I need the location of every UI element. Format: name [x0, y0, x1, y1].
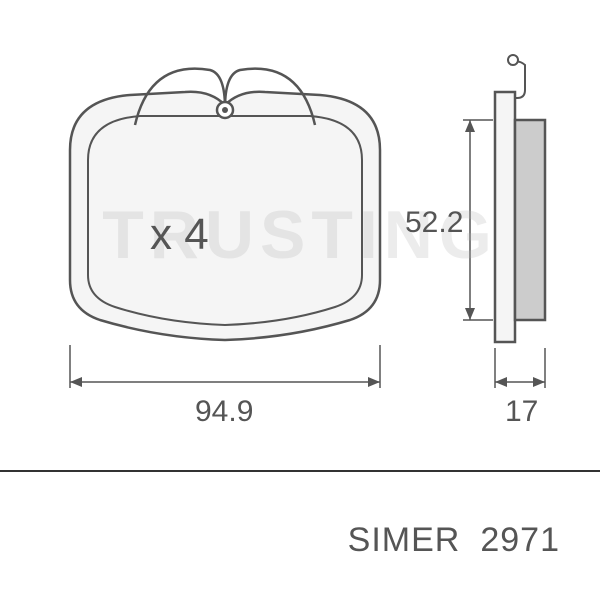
- part-number: 2971: [480, 521, 560, 560]
- thickness-dimension: 17: [505, 395, 538, 429]
- footer: SIMER 2971: [0, 480, 600, 600]
- width-dimension: 94.9: [195, 395, 253, 429]
- separator-line: [0, 470, 600, 472]
- diagram-area: TRUSTING x 4 94.9 52.2 17: [0, 0, 600, 470]
- quantity-label: x 4: [150, 210, 209, 260]
- brake-pad-front-svg: [10, 30, 430, 410]
- height-dimension: 52.2: [405, 206, 463, 240]
- maker-label: SIMER: [348, 521, 461, 560]
